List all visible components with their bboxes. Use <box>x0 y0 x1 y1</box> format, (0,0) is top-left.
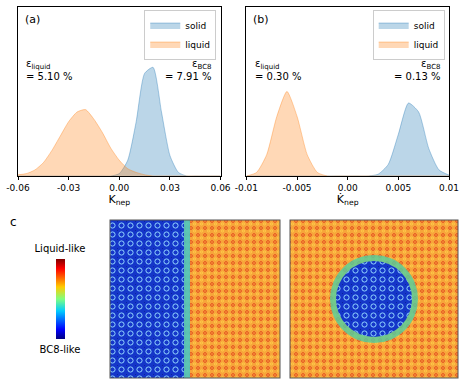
svg-text:Liquid-like: Liquid-like <box>35 243 86 254</box>
svg-text:0.005: 0.005 <box>385 183 411 193</box>
svg-text:BC8-like: BC8-like <box>40 344 81 355</box>
svg-text:(a): (a) <box>25 13 40 26</box>
svg-text:ε​liquid​= 0.30 %: ε​liquid​= 0.30 % <box>255 58 302 82</box>
svg-text:K​nep​: K​nep​ <box>108 193 130 207</box>
svg-text:-0.01: -0.01 <box>235 183 258 193</box>
svg-text:solid: solid <box>414 21 435 31</box>
svg-text:ε​liquid​= 5.10 %: ε​liquid​= 5.10 % <box>26 58 73 82</box>
svg-text:ε​BC8​= 0.13 %: ε​BC8​= 0.13 % <box>394 58 441 82</box>
svg-text:0.01: 0.01 <box>439 183 459 193</box>
svg-text:0.06: 0.06 <box>211 183 231 193</box>
svg-text:solid: solid <box>185 21 206 31</box>
svg-text:liquid: liquid <box>414 40 439 50</box>
svg-text:0.00: 0.00 <box>109 183 129 193</box>
svg-text:c: c <box>10 215 17 229</box>
svg-text:-0.06: -0.06 <box>6 183 30 193</box>
svg-text:-0.03: -0.03 <box>57 183 80 193</box>
svg-text:liquid: liquid <box>185 40 210 50</box>
svg-text:0.03: 0.03 <box>160 183 180 193</box>
svg-text:0.00: 0.00 <box>338 183 358 193</box>
svg-text:K̇​nep​: K̇​nep​ <box>337 193 359 207</box>
svg-text:-0.005: -0.005 <box>283 183 312 193</box>
svg-text:(b): (b) <box>253 13 269 26</box>
svg-text:ε​BC8​= 7.91 %: ε​BC8​= 7.91 % <box>165 58 212 82</box>
